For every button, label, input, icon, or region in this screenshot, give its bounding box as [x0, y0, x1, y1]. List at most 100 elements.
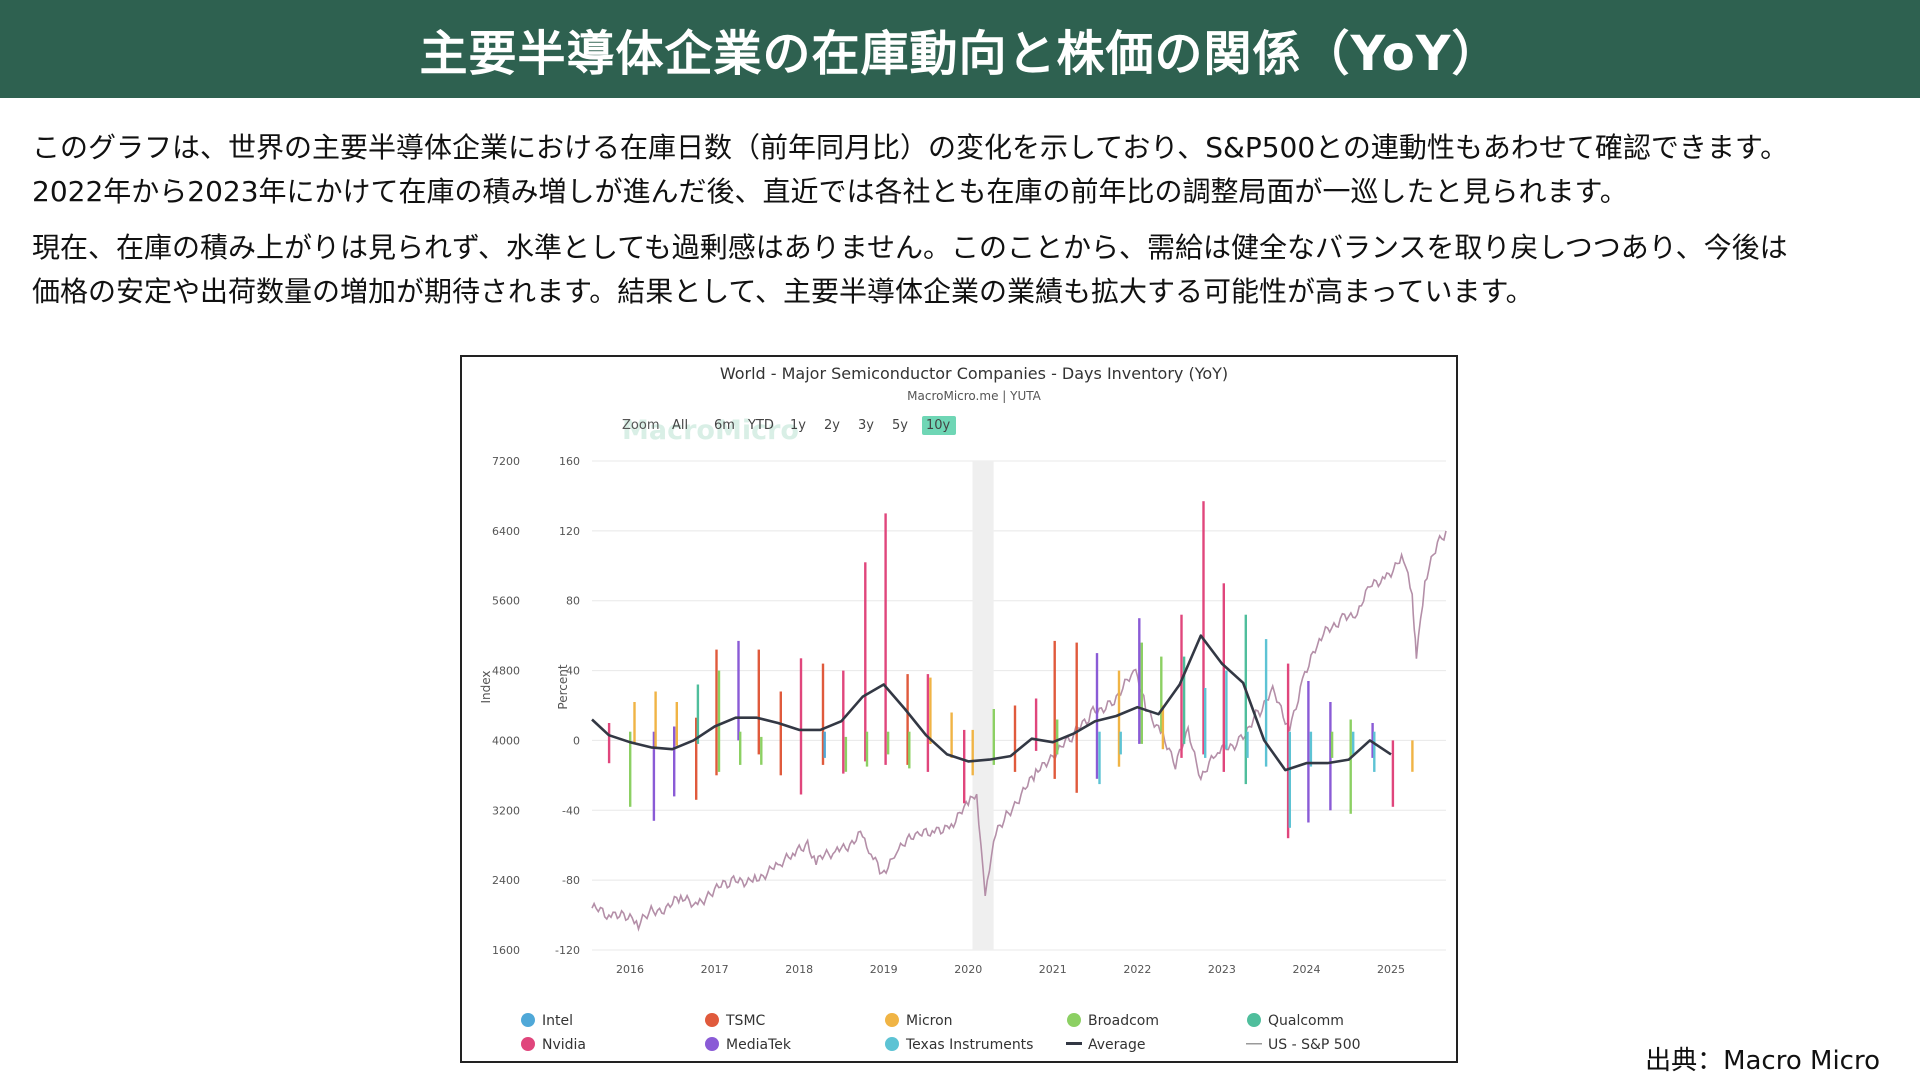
bar-broadcom: [865, 731, 869, 767]
bar-tsmc: [715, 649, 718, 776]
bar-texas-instruments: [1373, 731, 1376, 772]
legend-item-mediatek[interactable]: MediaTek: [726, 1037, 792, 1053]
legend-item-us-s-p-500[interactable]: US - S&P 500: [1268, 1037, 1361, 1053]
bar-broadcom: [760, 736, 763, 765]
zoom-option-ytd[interactable]: YTD: [747, 418, 774, 433]
chart-container: World - Major Semiconductor Companies - …: [460, 355, 1458, 1063]
zoom-option-6m[interactable]: 6m: [714, 418, 735, 433]
description-line: 2022年から2023年にかけて在庫の積み増しが進んだ後、直近では各社とも在庫の…: [32, 175, 1628, 208]
x-tick-label: 2023: [1208, 963, 1236, 976]
legend-swatch-intel: [521, 1013, 535, 1027]
bar-nvidia: [926, 674, 930, 772]
y-left-tick-label: 1600: [492, 944, 520, 957]
bar-mediatek: [1138, 618, 1141, 744]
zoom-option-2y[interactable]: 2y: [824, 418, 840, 433]
bar-micron: [1161, 705, 1165, 750]
description-paragraph-2: 現在、在庫の積み上がりは見られず、水準としても過剰感はありません。このことから、…: [32, 226, 1912, 314]
y-axis-right-label: Percent: [556, 664, 570, 709]
legend-swatch-texas-instruments: [885, 1037, 899, 1051]
bar-nvidia: [607, 723, 611, 764]
x-tick-label: 2025: [1377, 963, 1405, 976]
y-right-tick-label: -80: [562, 874, 580, 887]
x-tick-label: 2016: [616, 963, 644, 976]
bar-broadcom: [1349, 719, 1352, 814]
y-axis-left-label: Index: [479, 670, 493, 703]
bar-intel: [823, 731, 826, 758]
bar-tsmc: [695, 717, 698, 800]
page-header: 主要半導体企業の在庫動向と株価の関係（YoY）: [0, 0, 1920, 98]
bar-texas-instruments: [1246, 731, 1249, 758]
y-right-tick-label: 120: [559, 525, 580, 538]
legend-swatch-broadcom: [1067, 1013, 1081, 1027]
bar-micron: [633, 702, 636, 744]
legend-swatch-average: [1066, 1042, 1082, 1045]
legend-item-tsmc[interactable]: TSMC: [725, 1013, 766, 1029]
bar-broadcom: [992, 709, 995, 765]
legend-item-micron[interactable]: Micron: [906, 1013, 953, 1029]
legend-swatch-us-s-p-500: [1246, 1043, 1262, 1045]
chart-subtitle: MacroMicro.me | YUTA: [907, 389, 1041, 403]
bar-mediatek: [1307, 681, 1310, 823]
bar-nvidia: [1286, 663, 1290, 839]
y-right-tick-label: 40: [566, 665, 580, 678]
legend-item-broadcom[interactable]: Broadcom: [1088, 1013, 1159, 1029]
bar-micron: [675, 702, 678, 746]
x-tick-label: 2024: [1293, 963, 1321, 976]
legend-swatch-micron: [885, 1013, 899, 1027]
y-right-tick-label: -120: [555, 944, 580, 957]
bar-micron: [971, 729, 974, 776]
bar-broadcom: [739, 731, 742, 765]
bar-mediatek: [1095, 653, 1099, 779]
bar-micron: [654, 691, 657, 750]
bar-broadcom: [717, 670, 721, 772]
y-left-tick-label: 6400: [492, 525, 520, 538]
y-right-tick-label: 0: [573, 734, 580, 747]
bar-texas-instruments: [1288, 731, 1291, 828]
zoom-option-10y[interactable]: 10y: [926, 418, 951, 433]
source-credit: 出典：Macro Micro: [1645, 1046, 1880, 1076]
bar-tsmc: [1013, 705, 1017, 772]
legend-item-intel[interactable]: Intel: [542, 1013, 573, 1029]
legend-swatch-mediatek: [705, 1037, 719, 1051]
description-line: 現在、在庫の積み上がりは見られず、水準としても過剰感はありません。このことから、…: [32, 231, 1788, 264]
bar-qualcomm: [1182, 656, 1186, 744]
bar-texas-instruments: [1264, 639, 1268, 767]
legend-item-qualcomm[interactable]: Qualcomm: [1268, 1013, 1344, 1029]
x-tick-label: 2018: [785, 963, 813, 976]
description-line: 価格の安定や出荷数量の増加が期待されます。結果として、主要半導体企業の業績も拡大…: [32, 275, 1534, 308]
bar-nvidia: [1034, 698, 1038, 751]
bar-nvidia: [1222, 583, 1225, 772]
y-right-tick-label: 160: [559, 455, 580, 468]
chart-legend: Intel TSMC Micron Broadcom Qualcomm Nvidia Med…: [521, 1013, 1361, 1053]
y-left-tick-label: 4800: [492, 665, 520, 678]
zoom-option-1y[interactable]: 1y: [790, 418, 806, 433]
zoom-option-3y[interactable]: 3y: [858, 418, 874, 433]
bar-nvidia: [1202, 501, 1205, 755]
y-left-tick-label: 7200: [492, 455, 520, 468]
bar-broadcom: [1160, 656, 1163, 732]
x-tick-label: 2019: [870, 963, 898, 976]
bar-nvidia: [1391, 740, 1395, 807]
bar-broadcom: [844, 736, 848, 772]
bar-texas-instruments: [1098, 731, 1101, 785]
average-series-line: [591, 634, 1392, 772]
legend-item-texas-instruments[interactable]: Texas Instruments: [905, 1037, 1033, 1053]
bar-mediatek: [1329, 702, 1332, 811]
bar-nvidia: [799, 658, 803, 795]
bar-qualcomm: [1244, 614, 1247, 785]
x-tick-label: 2022: [1123, 963, 1151, 976]
bar-texas-instruments: [1204, 688, 1207, 758]
legend-item-nvidia[interactable]: Nvidia: [542, 1037, 586, 1053]
bar-tsmc: [1053, 640, 1056, 779]
bar-mediatek: [673, 726, 676, 797]
zoom-option-all[interactable]: All: [672, 418, 688, 433]
description-paragraph-1: このグラフは、世界の主要半導体企業における在庫日数（前年同月比）の変化を示してお…: [32, 126, 1912, 214]
legend-item-average[interactable]: Average: [1088, 1037, 1146, 1053]
bar-broadcom: [1056, 719, 1059, 755]
bar-mediatek: [737, 640, 740, 741]
bar-broadcom: [908, 731, 911, 769]
zoom-option-5y[interactable]: 5y: [892, 418, 908, 433]
bar-texas-instruments: [1225, 670, 1228, 750]
legend-swatch-nvidia: [521, 1037, 535, 1051]
bar-tsmc: [779, 691, 782, 776]
